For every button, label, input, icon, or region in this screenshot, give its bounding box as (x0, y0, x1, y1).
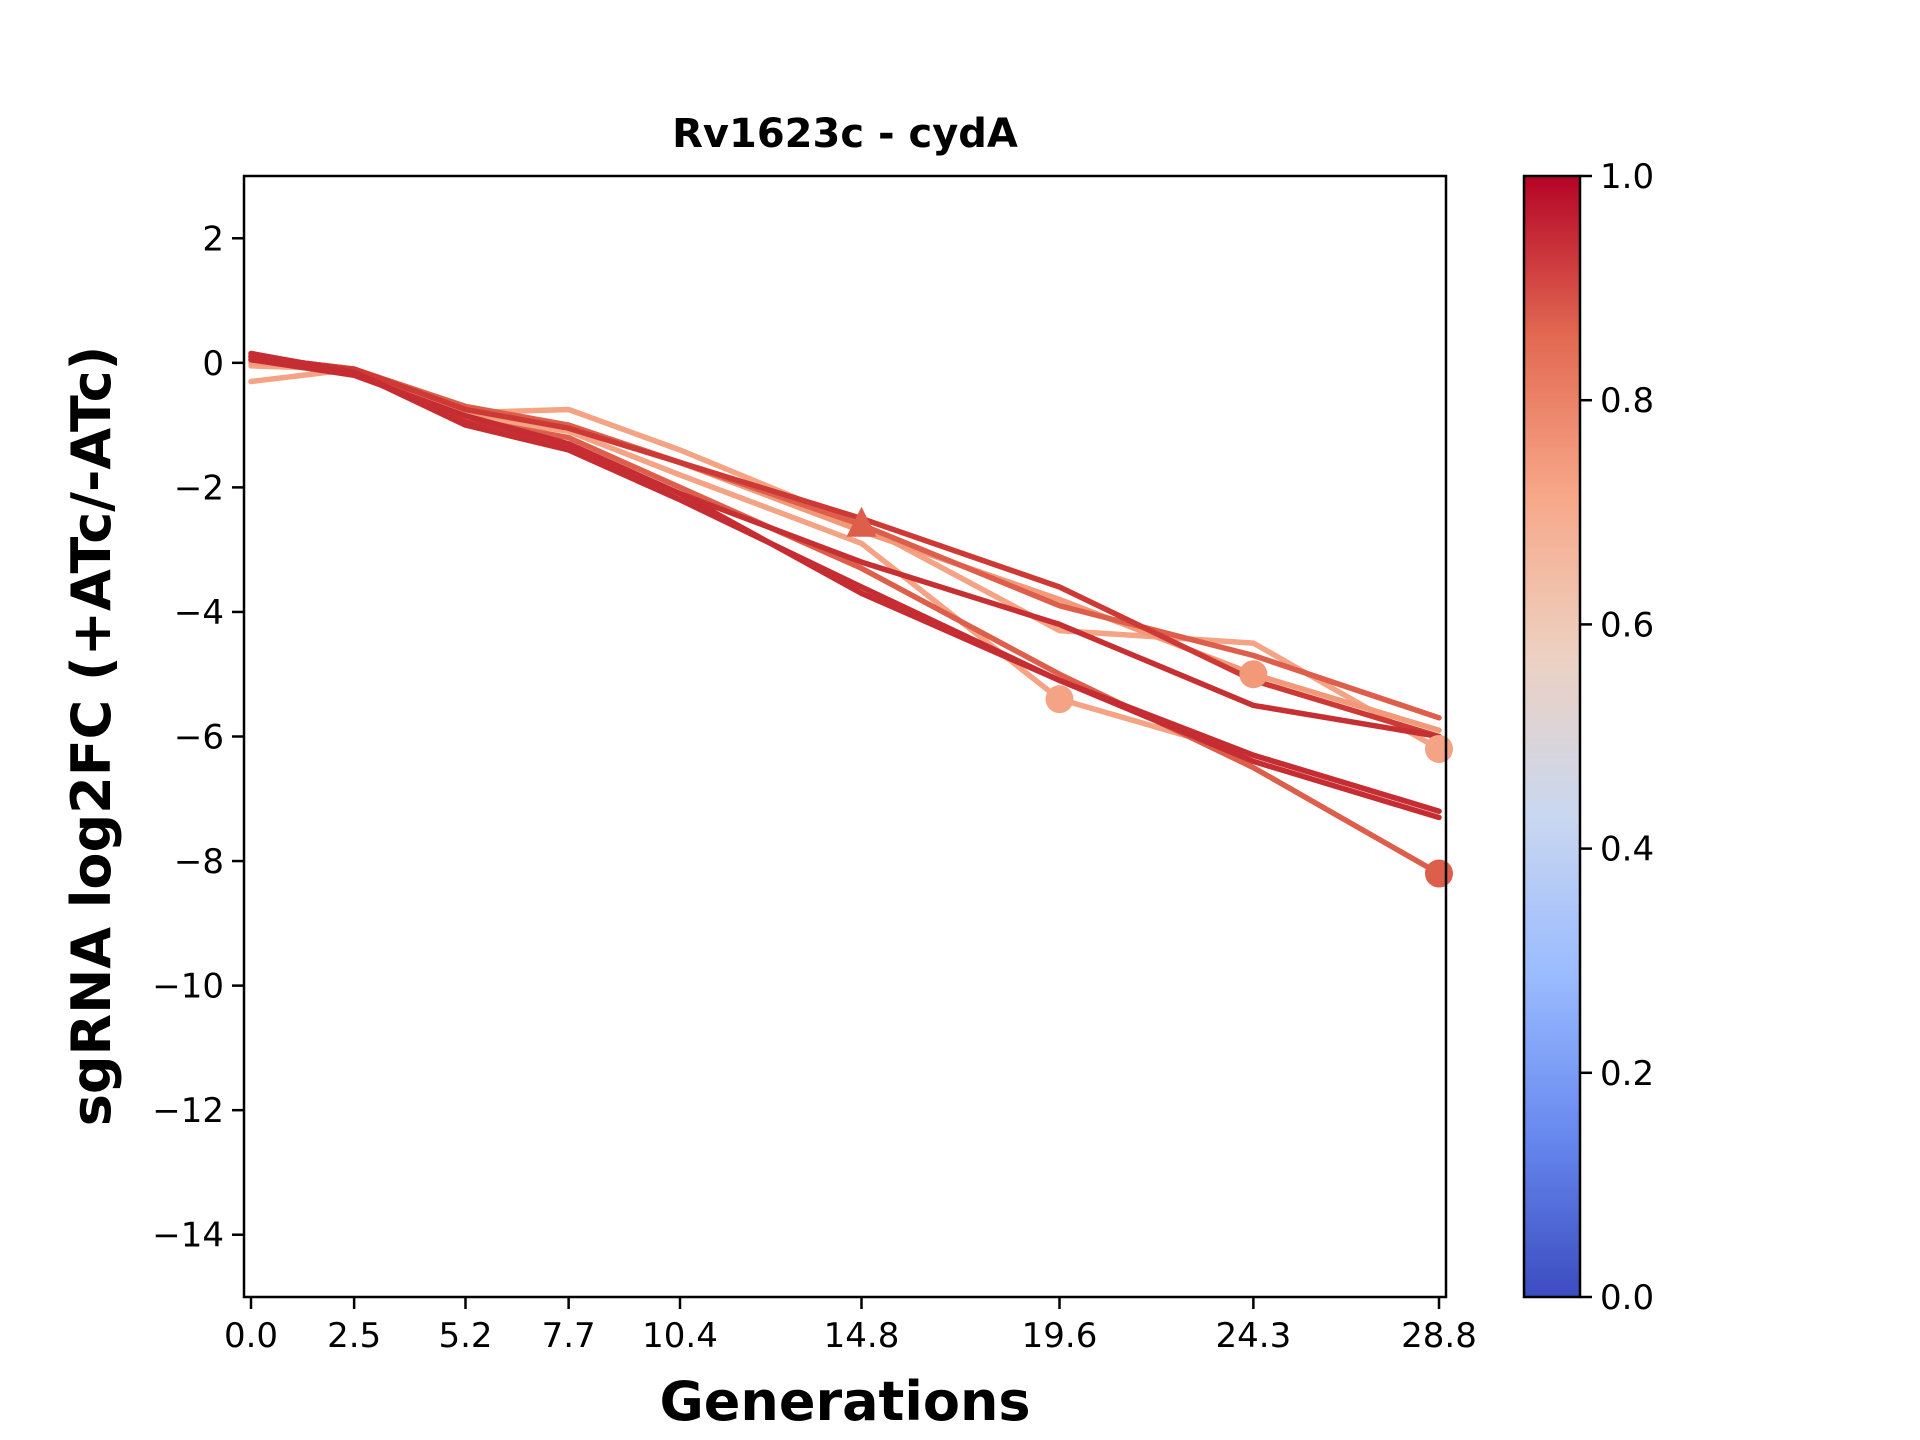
x-tick-label: 14.8 (824, 1316, 900, 1356)
x-tick-label: 28.8 (1401, 1316, 1477, 1356)
colorbar-tick-label: 0.8 (1600, 381, 1654, 421)
x-tick-label: 19.6 (1022, 1316, 1098, 1356)
series-marker-circle (1045, 685, 1074, 714)
y-tick-label: −14 (152, 1216, 224, 1256)
colorbar-tick-label: 0.0 (1600, 1278, 1654, 1318)
series-line-2 (248, 363, 1442, 814)
y-tick-label: 0 (202, 344, 224, 384)
x-tick-label: 2.5 (327, 1316, 381, 1356)
y-tick-label: −6 (174, 718, 224, 758)
colorbar-gradient (1522, 174, 1582, 1299)
colorbar-tick-label: 1.0 (1600, 157, 1654, 197)
colorbar-tick-label: 0.4 (1600, 830, 1654, 870)
series-marker-triangle (846, 506, 877, 537)
y-axis: 2 0 −2 −4 −6 −8 −10 −12 −14 (152, 219, 244, 1256)
plot-frame (242, 174, 1448, 1299)
series-marker-circle (1239, 660, 1268, 689)
y-axis-label: sgRNA log2FC (+ATc/-ATc) (60, 346, 123, 1127)
series-line-9 (248, 356, 1442, 821)
chart-title: Rv1623c - cydA (672, 111, 1018, 157)
x-tick-label: 10.4 (642, 1316, 718, 1356)
colorbar: 0.0 0.2 0.4 0.6 0.8 1.0 (1522, 157, 1654, 1318)
x-tick-label: 24.3 (1216, 1316, 1292, 1356)
series-line-5 (248, 356, 1442, 877)
x-tick-label: 5.2 (438, 1316, 492, 1356)
y-tick-label: −2 (174, 468, 224, 508)
colorbar-ticks: 0.0 0.2 0.4 0.6 0.8 1.0 (1580, 157, 1654, 1318)
y-tick-label: −10 (152, 967, 224, 1007)
y-tick-label: 2 (202, 219, 224, 259)
y-tick-label: −12 (152, 1091, 224, 1131)
series-line-6 (248, 353, 1442, 740)
colorbar-tick-label: 0.6 (1600, 605, 1654, 645)
x-tick-label: 0.0 (224, 1316, 278, 1356)
y-tick-label: −4 (174, 593, 224, 633)
series-marker-circle (1425, 734, 1453, 763)
series-layer (248, 350, 1442, 877)
series-marker-circle (1425, 859, 1453, 888)
x-axis-label: Generations (659, 1370, 1030, 1433)
y-tick-label: −8 (174, 842, 224, 882)
colorbar-tick-label: 0.2 (1600, 1054, 1654, 1094)
plot-area (242, 174, 1453, 1299)
x-tick-label: 7.7 (542, 1316, 596, 1356)
x-axis: 0.0 2.5 5.2 7.7 10.4 14.8 19.6 24.3 28.8 (224, 1297, 1477, 1356)
